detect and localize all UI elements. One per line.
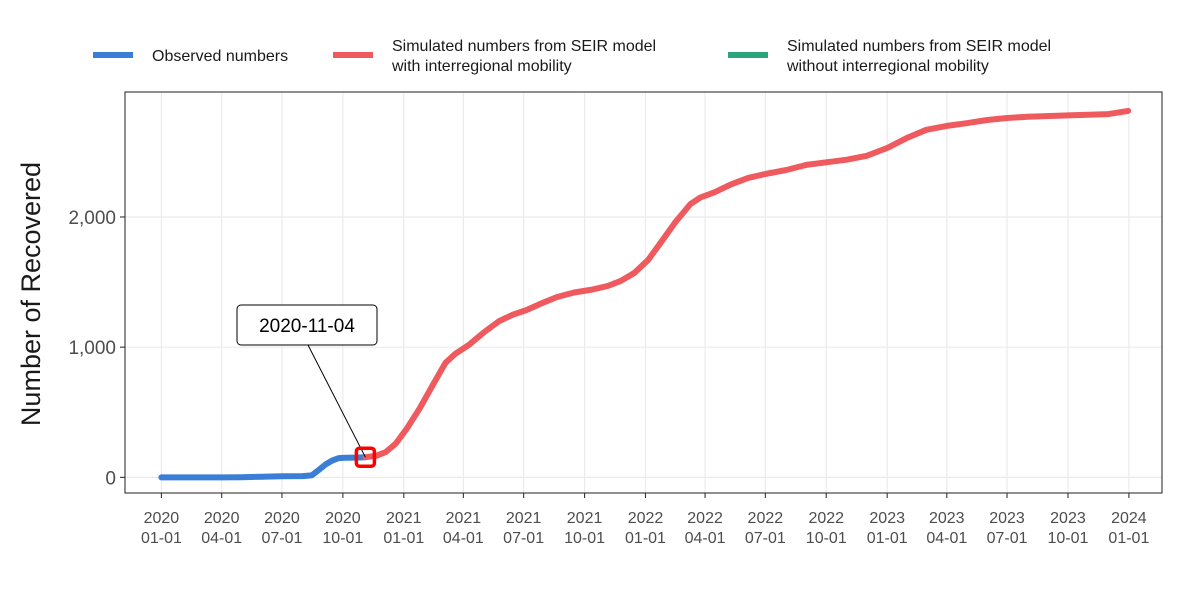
x-tick-label: 2023 01-01 [867, 510, 908, 547]
x-tick-label: 2022 01-01 [625, 510, 666, 547]
x-tick-label: 2023 07-01 [987, 510, 1028, 547]
x-tick-label-date: 10-01 [564, 530, 605, 547]
y-tick-label: 1,000 [68, 338, 116, 359]
panel-border [124, 91, 1163, 494]
x-tick-label-date: 10-01 [322, 530, 363, 547]
x-tick-label-date: 04-01 [926, 530, 967, 547]
x-tick-label-date: 01-01 [141, 530, 182, 547]
annotation-marker [354, 446, 377, 468]
legend-label-0: Observed numbers [152, 48, 288, 65]
x-tick-label-year: 2023 [989, 510, 1025, 527]
y-tick-label: 2,000 [68, 208, 116, 229]
x-tick-label-year: 2022 [628, 510, 664, 527]
x-tick-label: 2020 01-01 [141, 510, 182, 547]
series-lines [158, 107, 1132, 481]
x-tick-label-date: 10-01 [806, 530, 847, 547]
legend-label-line: Simulated numbers from SEIR model [787, 38, 1051, 55]
x-tick-label-year: 2020 [204, 510, 240, 527]
annotation-label: 2020-11-04 [259, 316, 355, 337]
x-tick-label-year: 2020 [325, 510, 361, 527]
x-tick-label: 2020 07-01 [261, 510, 302, 547]
x-tick-label-date: 07-01 [261, 530, 302, 547]
x-tick-label: 2023 10-01 [1048, 510, 1089, 547]
x-tick-label-date: 01-01 [383, 530, 424, 547]
x-tick-label: 2022 04-01 [685, 510, 726, 547]
x-tick-label-year: 2023 [929, 510, 965, 527]
x-tick-label-year: 2021 [386, 510, 422, 527]
x-tick-label: 2021 07-01 [503, 510, 544, 547]
x-tick-label: 2020 10-01 [322, 510, 363, 547]
x-tick-label: 2022 07-01 [745, 510, 786, 547]
x-tick-label-year: 2023 [869, 510, 905, 527]
legend-label-2: Simulated numbers from SEIR model without… [786, 38, 1051, 75]
x-tick-label-year: 2023 [1050, 510, 1086, 527]
x-tick-label-date: 01-01 [867, 530, 908, 547]
x-tick-label: 2021 04-01 [443, 510, 484, 547]
x-tick-label: 2023 04-01 [926, 510, 967, 547]
x-tick-label-year: 2021 [567, 510, 603, 527]
x-tick-label-year: 2020 [144, 510, 180, 527]
annotation-label-box [236, 304, 378, 346]
x-tick-label: 2022 10-01 [806, 510, 847, 547]
x-tick-label-date: 07-01 [987, 530, 1028, 547]
y-tick-label: 0 [105, 468, 116, 489]
legend-label-line: without interregional mobility [786, 58, 989, 75]
x-tick-label-year: 2022 [808, 510, 844, 527]
series-line-0 [158, 454, 369, 481]
x-tick-label: 2024 01-01 [1108, 510, 1149, 547]
x-tick-label-date: 04-01 [201, 530, 242, 547]
x-tick-label-date: 07-01 [503, 530, 544, 547]
x-tick-label: 2020 04-01 [201, 510, 242, 547]
x-tick-label-year: 2021 [446, 510, 482, 527]
grid [125, 92, 1162, 493]
x-tick-label-year: 2022 [687, 510, 723, 527]
legend-label-1: Simulated numbers from SEIR model with in… [391, 38, 656, 75]
y-axis-title: Number of Recovered [16, 162, 46, 426]
x-tick-label-date: 01-01 [1108, 530, 1149, 547]
annotation: 2020-11-04 [236, 304, 378, 468]
legend: Observed numbers Simulated numbers from S… [93, 38, 1051, 75]
annotation-leader-line [307, 344, 366, 458]
x-tick-label-year: 2024 [1111, 510, 1147, 527]
legend-label-line: Simulated numbers from SEIR model [392, 38, 656, 55]
x-tick-label-year: 2020 [264, 510, 300, 527]
series-line-1 [362, 107, 1132, 461]
x-tick-label-date: 10-01 [1048, 530, 1089, 547]
x-tick-label-year: 2022 [748, 510, 784, 527]
x-tick-label-date: 07-01 [745, 530, 786, 547]
x-tick-label: 2021 10-01 [564, 510, 605, 547]
x-tick-label: 2021 01-01 [383, 510, 424, 547]
x-tick-label-date: 01-01 [625, 530, 666, 547]
x-tick-label-date: 04-01 [685, 530, 726, 547]
legend-label-line: with interregional mobility [391, 58, 572, 75]
legend-label-line: Observed numbers [152, 48, 288, 65]
x-tick-label-date: 04-01 [443, 530, 484, 547]
x-tick-label-year: 2021 [506, 510, 542, 527]
